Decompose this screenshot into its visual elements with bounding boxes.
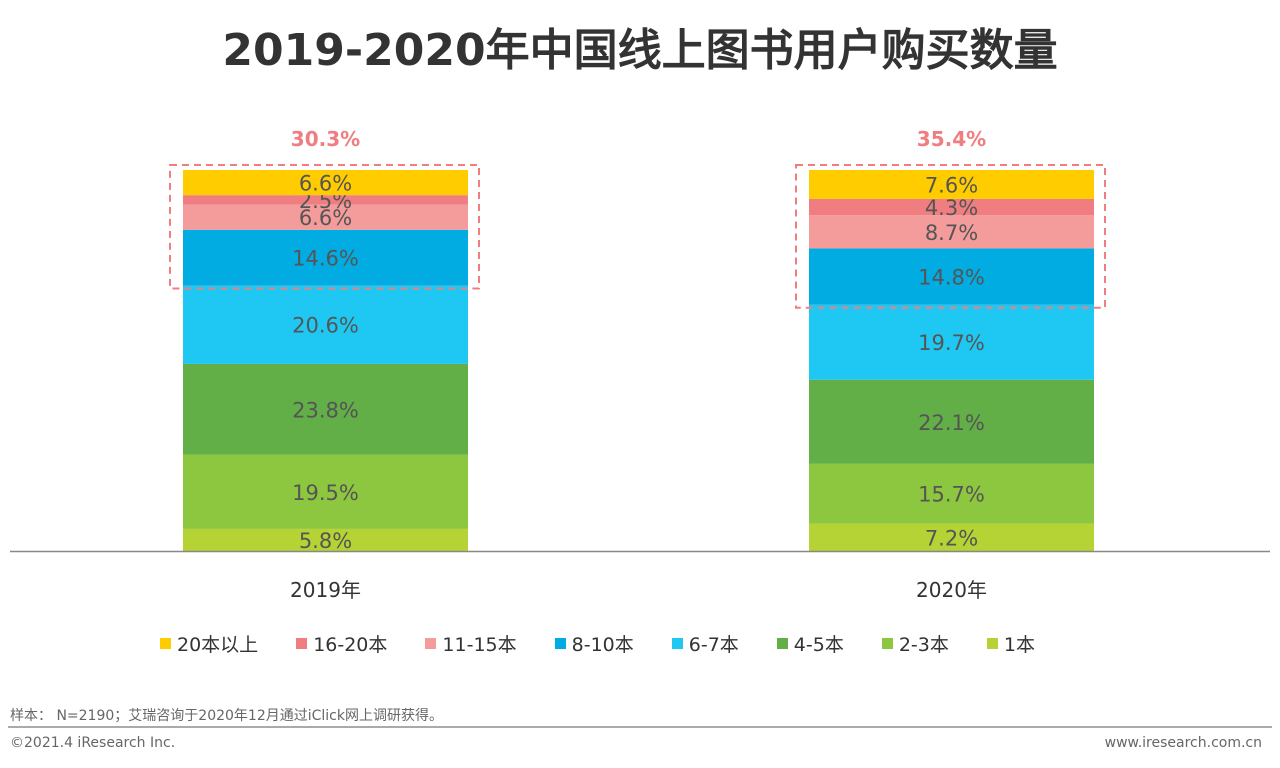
bar-segment: [809, 215, 1094, 249]
sample-note: 样本： N=2190；艾瑞咨询于2020年12月通过iClick网上调研获得。: [10, 708, 443, 724]
legend: 20本以上 16-20本 11-15本 8-10本 6-7本 4-5本 2-3本 1本: [160, 630, 1073, 657]
bar-segment: [183, 285, 468, 364]
data-label: 4.3%: [925, 196, 978, 220]
bar-segment: [183, 454, 468, 529]
legend-label: 1本: [1003, 634, 1035, 656]
bar-segment: [183, 195, 468, 205]
legend-swatch: [986, 638, 998, 649]
x-tick-label: 2020年: [916, 578, 987, 602]
website: www.iresearch.com.cn: [1104, 735, 1262, 751]
data-label: 23.8%: [292, 398, 359, 422]
data-label: 19.7%: [918, 331, 985, 355]
bar-segment: [809, 463, 1094, 524]
legend-item: 4-5本: [776, 630, 844, 657]
data-label: 19.5%: [292, 481, 359, 505]
bar-segment: [183, 363, 468, 455]
data-label: 15.7%: [918, 483, 985, 507]
legend-item: 6-7本: [671, 630, 739, 657]
bar-segment: [183, 229, 468, 286]
copyright: ©2021.4 iResearch Inc.: [10, 735, 176, 751]
data-label: 14.6%: [292, 247, 359, 271]
bar-segment: [183, 528, 468, 551]
bar-segment: [809, 379, 1094, 464]
highlight-label: 30.3%: [291, 127, 360, 151]
legend-label: 16-20本: [313, 634, 388, 656]
legend-swatch: [776, 638, 788, 649]
legend-item: 20本以上: [160, 630, 258, 657]
x-tick-label: 2019年: [290, 578, 361, 602]
highlight-box: [795, 164, 1106, 309]
data-label: 5.8%: [299, 529, 352, 553]
legend-swatch: [671, 638, 683, 649]
legend-label: 6-7本: [688, 634, 739, 656]
data-label: 20.6%: [292, 314, 359, 338]
data-label: 7.2%: [925, 526, 978, 550]
data-label: 8.7%: [925, 221, 978, 245]
data-label: 22.1%: [918, 411, 985, 435]
bar-segment: [183, 204, 468, 230]
legend-item: 1本: [986, 630, 1035, 657]
data-label: 6.6%: [299, 172, 352, 196]
bar-segment: [183, 170, 468, 196]
bar-segment: [809, 523, 1094, 551]
stacked-bar-chart: 5.8%19.5%23.8%20.6%14.6%6.6%2.5%6.6%30.3…: [10, 127, 1270, 602]
legend-item: 2-3本: [881, 630, 949, 657]
data-label: 7.6%: [925, 173, 978, 197]
bar-segment: [809, 248, 1094, 305]
legend-item: 11-15本: [425, 630, 517, 657]
legend-swatch: [425, 638, 437, 649]
bar-segment: [809, 304, 1094, 380]
legend-label: 8-10本: [571, 634, 634, 656]
legend-label: 2-3本: [898, 634, 949, 656]
legend-swatch: [160, 638, 171, 649]
legend-label: 20本以上: [177, 634, 259, 656]
legend-label: 11-15本: [442, 634, 517, 656]
data-label: 6.6%: [299, 206, 352, 230]
legend-item: 8-10本: [554, 630, 634, 657]
data-label: 14.8%: [918, 266, 985, 290]
legend-label: 4-5本: [793, 634, 844, 656]
chart-title: 2019-2020年中国线上图书用户购买数量: [222, 25, 1058, 76]
bar-segment: [809, 198, 1094, 216]
legend-swatch: [881, 638, 893, 649]
highlight-label: 35.4%: [917, 127, 986, 151]
legend-swatch: [296, 638, 308, 649]
footer-divider: [8, 726, 1272, 728]
bar-segment: [809, 170, 1094, 199]
legend-swatch: [554, 638, 566, 649]
legend-item: 16-20本: [296, 630, 387, 657]
